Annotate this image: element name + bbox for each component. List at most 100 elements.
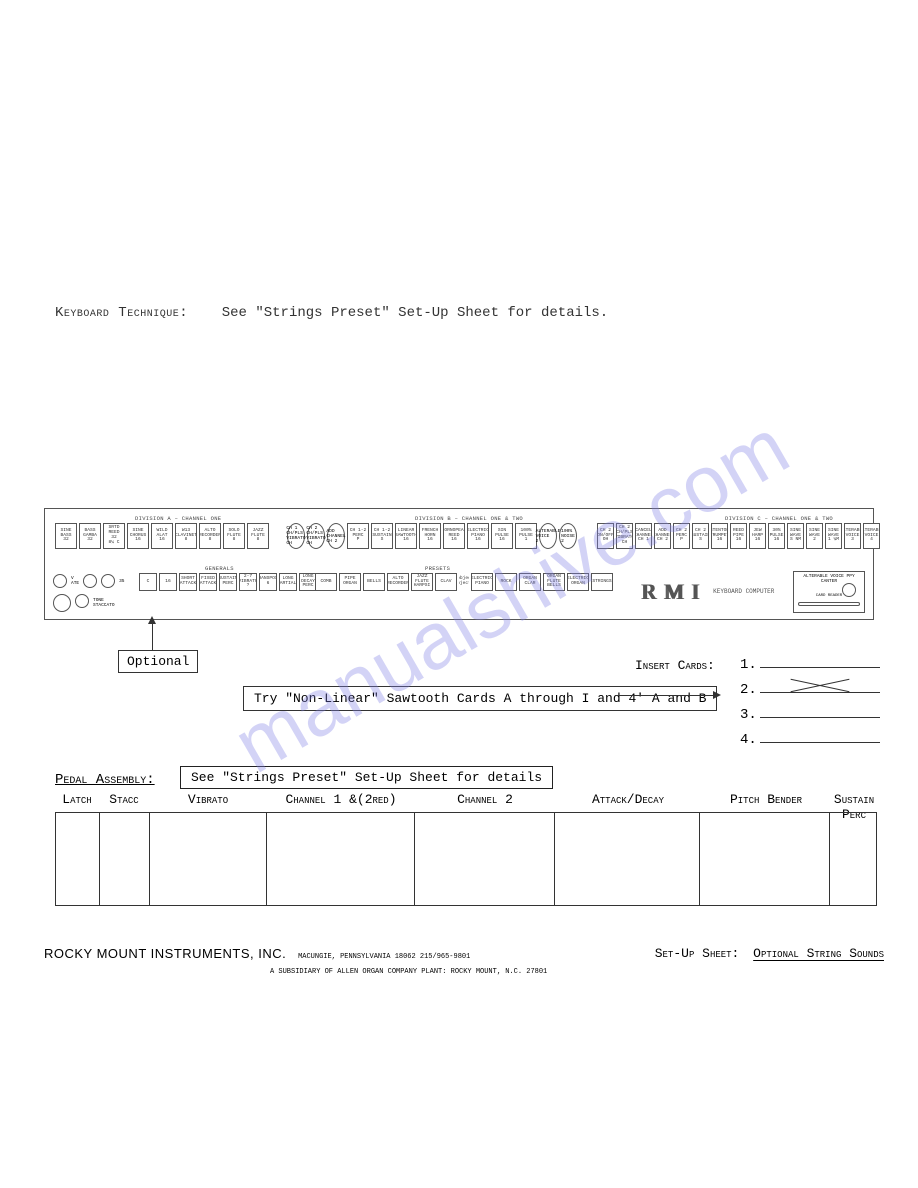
knob[interactable] (53, 594, 71, 612)
panel-button[interactable]: CH 2 ON/OFF OH (597, 523, 614, 549)
panel-button[interactable]: SIN PULSE 16 (491, 523, 513, 549)
panel-button[interactable]: ELECTRIC PIANO (471, 573, 493, 591)
panel-button[interactable]: SINE CHORUS 16 (127, 523, 149, 549)
company-address-2: A SUBSIDIARY OF ALLEN ORGAN COMPANY PLAN… (270, 968, 547, 976)
panel-button[interactable]: LONG PARTIALS (279, 573, 297, 591)
pedal-cell[interactable] (700, 813, 830, 905)
panel-button[interactable]: CH 2 CH/PLS VIBRATO CH (616, 523, 633, 549)
panel-button[interactable]: CH 1-2 SUSTAIN S (371, 523, 393, 549)
panel-button[interactable]: WILD ALAT 16 (151, 523, 173, 549)
card-blank[interactable] (760, 704, 880, 718)
card-blank[interactable] (760, 679, 880, 693)
panel-button[interactable]: TRANSPOSE 6 (259, 573, 277, 591)
panel-button[interactable]: CORNOPEAN REED 16 (443, 523, 465, 549)
pedal-cell[interactable] (830, 813, 876, 905)
panel-button[interactable]: ADD CHANNEL CH 2 (327, 523, 345, 549)
knob-label: 35 (119, 579, 124, 584)
panel-button[interactable]: STENTOR TRUMPET 16 (711, 523, 728, 549)
panel-button[interactable]: 30% PULSE 16 (768, 523, 785, 549)
panel-button[interactable]: JAZZ FLUTE HARPSI (411, 573, 433, 591)
panel-button[interactable]: 16 (159, 573, 177, 591)
panel-button[interactable]: FRENCH HORN 16 (419, 523, 441, 549)
panel-button[interactable]: ORGAN CLAR (519, 573, 541, 591)
panel-button[interactable]: ELECTRIC ORGAN (567, 573, 589, 591)
panel-button[interactable]: 100% PULSE 1 (515, 523, 537, 549)
keyboard-panel: DIVISION A – CHANNEL ONE DIVISION B – CH… (44, 508, 874, 620)
card-blank[interactable] (760, 729, 880, 743)
panel-button[interactable]: SINE WAVE 1 ¼M (825, 523, 842, 549)
panel-button[interactable]: CH 2 PERC P (673, 523, 690, 549)
panel-button[interactable]: ALTERABLE VOICE 3 (844, 523, 861, 549)
panel-button[interactable]: SINE BASS 32 (55, 523, 77, 549)
panel-button[interactable]: JEW HARP 16 (749, 523, 766, 549)
panel-button[interactable]: 100% NOISE 2 (559, 523, 577, 549)
panel-button[interactable]: [object Object] (459, 573, 469, 591)
panel-button[interactable]: BASS GAMBA 32 (79, 523, 101, 549)
page: Keyboard Technique: See "Strings Preset"… (0, 0, 918, 1188)
division-c-label: DIVISION C – CHANNEL ONE & TWO (725, 515, 833, 522)
panel-button[interactable]: SHORT ATTACK (179, 573, 197, 591)
panel-button[interactable]: SINE WAVE S NM (787, 523, 804, 549)
panel-button[interactable]: 2-7 VIBRATO ? (239, 573, 257, 591)
row-div-c: CH 2 ON/OFF OHCH 2 CH/PLS VIBRATO CHCANC… (597, 523, 882, 549)
panel-button[interactable]: BELLS (363, 573, 385, 591)
panel-button[interactable]: W13 CLAVINET 8 (175, 523, 197, 549)
card-line-2: 2. (740, 679, 880, 698)
pedal-cell[interactable] (56, 813, 100, 905)
company-name: ROCKY MOUNT INSTRUMENTS, INC. (44, 946, 286, 961)
panel-button[interactable]: CLAV (435, 573, 457, 591)
card-line-3: 3. (740, 704, 880, 723)
panel-button[interactable]: SINE WAVE 2 (806, 523, 823, 549)
panel-button[interactable]: ROCK (495, 573, 517, 591)
pedal-assembly-label: Pedal Assembly: (55, 772, 155, 788)
try-box: Try "Non-Linear" Sawtooth Cards A throug… (243, 686, 717, 711)
panel-button[interactable]: REED PIPE 16 (730, 523, 747, 549)
card-reader-top: ALTERABLE VOICE PPY CANTER (796, 574, 862, 584)
card-num: 3. (740, 707, 760, 723)
pedal-cell[interactable] (150, 813, 268, 905)
card-blank[interactable] (760, 654, 880, 668)
panel-button[interactable]: JAZZ FLUTE 8 (247, 523, 269, 549)
panel-button[interactable]: STRINGS (591, 573, 613, 591)
knob-cluster: VATE 35 TONESTACCATO (51, 571, 133, 613)
row-div-a: SINE BASS 32BASS GAMBA 32SRTD REED 32 8¼… (55, 523, 271, 549)
card-line-1: 1. (740, 654, 880, 673)
card-num: 2. (740, 682, 760, 698)
panel-button[interactable]: ORGAN FLUTE BELLS (543, 573, 565, 591)
insert-cards-label: Insert Cards: (635, 658, 715, 673)
panel-button[interactable]: CH 1-2 PERC P (347, 523, 369, 549)
panel-button[interactable]: CH 1 CH/PLS VIBRATO CH (287, 523, 305, 549)
panel-button[interactable]: C (139, 573, 157, 591)
card-slot[interactable] (798, 602, 860, 606)
panel-button[interactable]: CH 2 SUSTAIN S (692, 523, 709, 549)
knob[interactable] (101, 574, 115, 588)
optional-arrow (152, 622, 153, 650)
panel-button[interactable]: COMB (315, 573, 337, 591)
optional-box: Optional (118, 650, 198, 673)
setup-sheet-label: Set-Up Sheet: (655, 946, 740, 961)
kbd-tech-text: See "Strings Preset" Set-Up Sheet for de… (222, 305, 608, 321)
pedal-grid (55, 812, 877, 906)
panel-button[interactable]: FIXED ATTACK (199, 573, 217, 591)
pedal-cell[interactable] (100, 813, 150, 905)
panel-button[interactable]: ALTERABLE VOICE 2 (539, 523, 557, 549)
knob[interactable] (53, 574, 67, 588)
card-reader-bottom: CARD READER (798, 594, 860, 598)
panel-button[interactable]: PIPE ORGAN (339, 573, 361, 591)
panel-button[interactable]: LINEAR SAWTOOTH 16 (395, 523, 417, 549)
pedal-cell[interactable] (555, 813, 701, 905)
panel-button[interactable]: ADD CHANNEL CH 2 (654, 523, 671, 549)
panel-button[interactable]: ALTO RECORDER 8 (199, 523, 221, 549)
panel-button[interactable]: SOLO FLUTE 8 (223, 523, 245, 549)
pedal-cell[interactable] (415, 813, 555, 905)
panel-button[interactable]: SRTD REED 32 8¼ C (103, 523, 125, 549)
knob[interactable] (75, 594, 89, 608)
panel-button[interactable]: ALTO RECORDER (387, 573, 409, 591)
knob[interactable] (83, 574, 97, 588)
panel-button[interactable]: CH 2 CH/PLS VIBRATO CH (307, 523, 325, 549)
panel-button[interactable]: ELECTRIC PIANO 16 (467, 523, 489, 549)
panel-button[interactable]: CANCEL CHANNEL CH 1 (635, 523, 652, 549)
pedal-cell[interactable] (267, 813, 415, 905)
panel-button[interactable]: ALTERABLE VOICE 4 (863, 523, 880, 549)
panel-button[interactable]: SUSTAIN PERC (219, 573, 237, 591)
